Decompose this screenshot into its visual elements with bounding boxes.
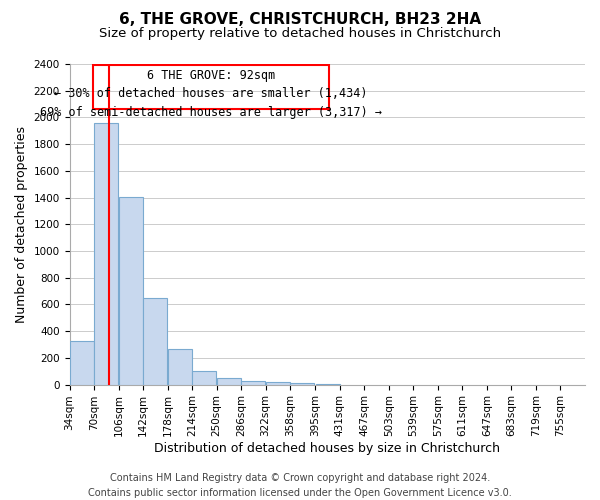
Bar: [241, 380, 265, 384]
X-axis label: Distribution of detached houses by size in Christchurch: Distribution of detached houses by size …: [154, 442, 500, 455]
Bar: [217, 378, 241, 384]
Bar: [290, 382, 314, 384]
Bar: [192, 371, 217, 384]
Bar: [168, 348, 192, 384]
Bar: [70, 341, 94, 384]
Bar: [94, 123, 118, 384]
Text: 6, THE GROVE, CHRISTCHURCH, BH23 2HA: 6, THE GROVE, CHRISTCHURCH, BH23 2HA: [119, 12, 481, 28]
Bar: [143, 298, 167, 384]
Text: Size of property relative to detached houses in Christchurch: Size of property relative to detached ho…: [99, 28, 501, 40]
Bar: [266, 382, 290, 384]
Text: 6 THE GROVE: 92sqm
← 30% of detached houses are smaller (1,434)
69% of semi-deta: 6 THE GROVE: 92sqm ← 30% of detached hou…: [40, 68, 382, 118]
Bar: [92, 66, 329, 110]
Bar: [119, 197, 143, 384]
Text: Contains HM Land Registry data © Crown copyright and database right 2024.
Contai: Contains HM Land Registry data © Crown c…: [88, 472, 512, 498]
Y-axis label: Number of detached properties: Number of detached properties: [15, 126, 28, 323]
